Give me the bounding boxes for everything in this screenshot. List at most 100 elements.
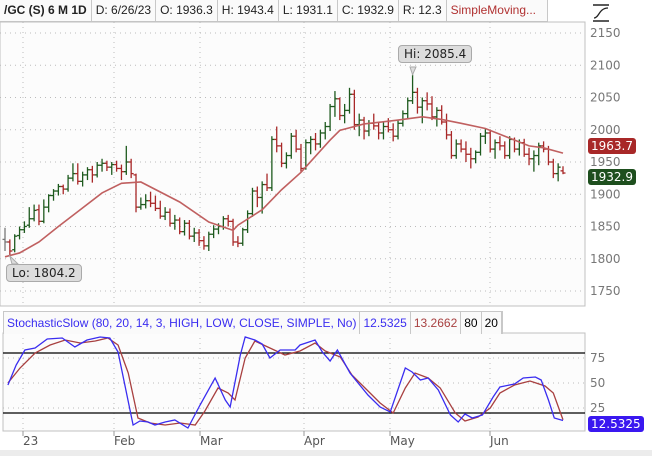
ohlc-bar [308, 136, 314, 155]
open-label: O: 1936.3 [156, 0, 218, 21]
price-tick-label: 1900 [590, 187, 621, 201]
style-icon[interactable] [590, 2, 612, 24]
ohlc-bar [230, 218, 236, 246]
ohlc-bar [468, 147, 474, 169]
low-bubble: Lo: 1804.2 [6, 264, 82, 282]
price-tick-label: 1750 [590, 284, 621, 298]
ohlc-bar [342, 103, 348, 124]
ohlc-bar [152, 195, 158, 212]
ohlc-bar [351, 89, 357, 130]
ohlc-bar [26, 207, 32, 228]
ohlc-bar [332, 91, 338, 117]
ohlc-bar [279, 142, 285, 168]
ohlc-bar [84, 167, 90, 181]
ohlc-bar [186, 220, 192, 240]
ma-price-label: 1963.7 [588, 138, 636, 154]
ohlc-bar [254, 186, 260, 208]
ohlc-bar [269, 136, 275, 192]
symbol-label[interactable]: /GC (S) 6 M 1D [0, 0, 92, 21]
price-tick-label: 2100 [590, 58, 621, 72]
range-label: R: 12.3 [399, 0, 447, 21]
ohlc-bar [526, 147, 532, 166]
ohlc-bar [191, 227, 197, 242]
ohlc-bar [444, 113, 450, 140]
ohlc-bar [133, 173, 139, 213]
ohlc-bar [429, 96, 435, 121]
close-label: C: 1932.9 [338, 0, 399, 21]
stoch-tick-label: 25 [590, 401, 605, 415]
ohlc-bar [555, 163, 561, 182]
ohlc-bar [240, 227, 246, 246]
ohlc-bar [55, 183, 61, 196]
price-pane [0, 21, 586, 307]
ohlc-bar [182, 220, 188, 236]
stoch-k-value: 12.5325 [360, 312, 411, 334]
ohlc-bar [148, 191, 154, 208]
stoch-d-value: 13.2662 [411, 312, 462, 334]
ohlc-bar [211, 225, 217, 239]
chart-header: /GC (S) 6 M 1D D: 6/26/23 O: 1936.3 H: 1… [0, 0, 548, 22]
ohlc-bar [31, 204, 37, 222]
low-label: L: 1931.1 [279, 0, 338, 21]
ohlc-bar [99, 158, 105, 172]
ohlc-bar [478, 132, 484, 156]
ohlc-bar [419, 97, 425, 124]
month-label: Mar [200, 434, 223, 448]
stoch-tick-label: 75 [590, 351, 605, 365]
ohlc-bar [376, 122, 382, 140]
stochastic-title[interactable]: StochasticSlow (80, 20, 14, 3, HIGH, LOW… [4, 312, 361, 334]
ohlc-bar [487, 129, 493, 153]
ohlc-bar [123, 145, 129, 175]
ohlc-bar [201, 236, 207, 250]
ohlc-bar [245, 210, 251, 233]
ohlc-bar [337, 97, 343, 121]
ohlc-bar [41, 199, 47, 224]
ohlc-bar [249, 187, 255, 217]
ohlc-bar [235, 236, 241, 248]
ohlc-bar [380, 122, 386, 140]
high-pointer [409, 66, 417, 77]
ohlc-bar [162, 207, 168, 221]
ohlc-bar [46, 194, 52, 213]
ohlc-bar [492, 139, 498, 159]
ohlc-bar [347, 87, 353, 114]
stochastic-header: StochasticSlow (80, 20, 14, 3, HIGH, LOW… [3, 311, 503, 334]
stochastic-pane [2, 332, 586, 432]
ohlc-bar [283, 152, 289, 169]
price-tick-label: 2000 [590, 123, 621, 137]
ohlc-bar [157, 200, 163, 219]
price-tick-label: 2150 [590, 26, 621, 40]
date-label: D: 6/26/23 [92, 0, 157, 21]
overbought-value: 80 [461, 312, 482, 334]
ohlc-bar [395, 120, 401, 140]
ohlc-bar [434, 107, 440, 127]
ohlc-bar [293, 129, 299, 153]
ohlc-bar [448, 131, 454, 159]
ohlc-bar [502, 141, 508, 159]
ohlc-bar [531, 150, 537, 172]
ohlc-bar [458, 139, 464, 153]
bottom-bar [0, 450, 652, 456]
ohlc-bar [114, 160, 120, 172]
ohlc-bar [70, 163, 76, 182]
ohlc-bar [322, 122, 328, 140]
ohlc-bar [327, 103, 333, 132]
month-label: Feb [114, 434, 135, 448]
last-price-label: 1932.9 [588, 169, 636, 185]
ohlc-bar [17, 226, 23, 240]
ohlc-bar [143, 194, 149, 209]
ohlc-bar [51, 189, 57, 201]
stoch-k-line [7, 336, 564, 429]
month-label: Jun [489, 434, 509, 448]
ohlc-bar [410, 74, 416, 104]
ohlc-bar [439, 105, 445, 125]
ohlc-bar [313, 132, 319, 151]
study-label[interactable]: SimpleMoving... [447, 0, 548, 21]
ohlc-bar [80, 171, 86, 187]
ohlc-bar [453, 139, 459, 159]
high-label: H: 1943.4 [218, 0, 279, 21]
ohlc-bar [75, 163, 81, 185]
ohlc-bar [264, 173, 270, 192]
ohlc-bar [550, 158, 556, 179]
